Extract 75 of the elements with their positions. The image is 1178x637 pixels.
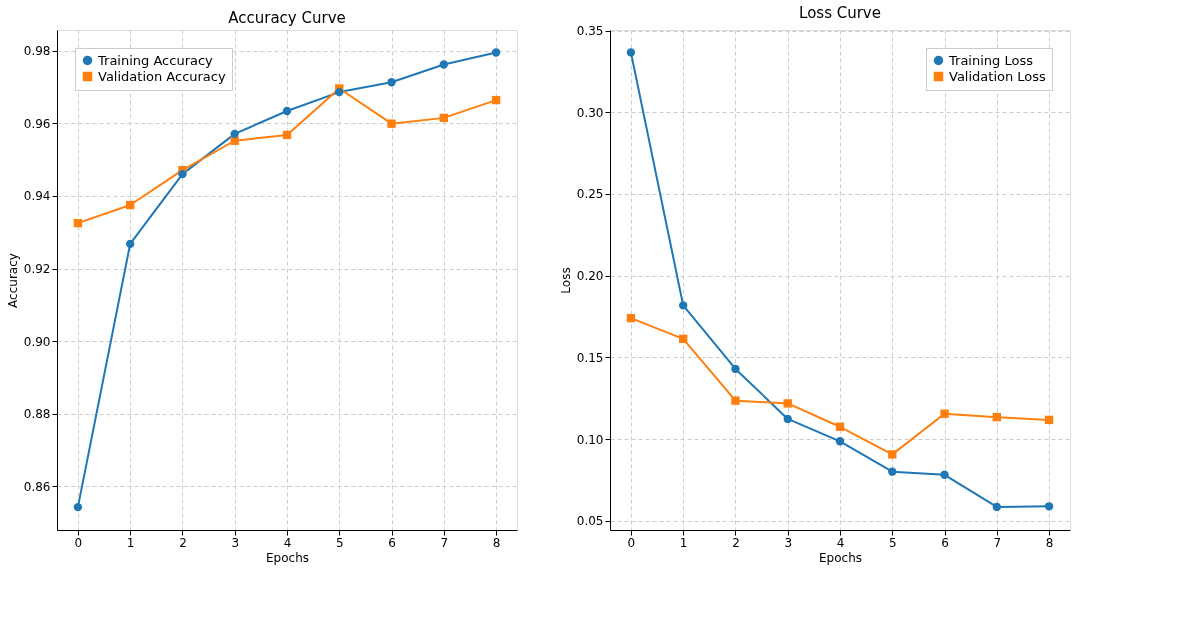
- y-tick-label: 0.90: [23, 334, 51, 349]
- y-tick-label: 0.35: [576, 24, 604, 39]
- y-axis-title: Loss: [558, 267, 573, 294]
- point: [679, 334, 688, 344]
- point: [439, 60, 448, 69]
- point: [282, 106, 292, 116]
- x-tick-label: 5: [888, 535, 897, 550]
- point: [888, 467, 897, 476]
- legend-label: Training Accuracy: [97, 52, 214, 68]
- point: [1044, 502, 1054, 511]
- point: [940, 470, 949, 479]
- point: [335, 87, 344, 97]
- x-tick-label: 3: [784, 535, 793, 550]
- point: [992, 502, 1001, 512]
- point: [230, 129, 239, 139]
- y-tick-label: 0.05: [576, 514, 604, 529]
- point: [888, 450, 897, 459]
- x-tick-label: 7: [440, 535, 449, 550]
- x-axis-title: Epochs: [819, 550, 862, 565]
- point: [626, 313, 636, 323]
- x-tick-label: 0: [74, 535, 83, 550]
- legend-label: Training Loss: [948, 52, 1034, 68]
- x-tick-label: 1: [679, 535, 688, 550]
- point: [387, 78, 396, 87]
- point: [178, 169, 187, 179]
- x-tick-label: 4: [836, 535, 845, 550]
- point: [1044, 415, 1054, 425]
- x-tick-label: 6: [941, 535, 949, 550]
- x-tick-label: 2: [179, 535, 187, 550]
- x-tick-label: 0: [627, 535, 636, 550]
- y-axis-title: Accuracy: [5, 253, 20, 308]
- point: [679, 301, 688, 310]
- point: [783, 399, 792, 408]
- x-tick-label: 8: [1045, 535, 1054, 550]
- y-tick-label: 0.92: [23, 262, 51, 277]
- point: [387, 119, 396, 128]
- y-tick-label: 0.88: [23, 407, 51, 422]
- chart-title: Loss Curve: [799, 3, 881, 22]
- y-tick-label: 0.15: [576, 350, 604, 365]
- x-tick-label: 3: [231, 535, 240, 550]
- chart-title: Accuracy Curve: [228, 9, 346, 27]
- point: [126, 239, 135, 249]
- point: [491, 48, 501, 57]
- y-tick-label: 0.30: [576, 105, 604, 120]
- point: [835, 422, 845, 431]
- point: [626, 48, 636, 57]
- y-tick-label: 0.96: [23, 116, 51, 131]
- x-tick-label: 5: [335, 535, 344, 550]
- point: [73, 502, 83, 512]
- point: [282, 130, 292, 140]
- legend-label: Validation Accuracy: [98, 68, 226, 84]
- x-tick-label: 7: [993, 535, 1002, 550]
- point: [992, 412, 1001, 422]
- point: [126, 200, 135, 210]
- y-tick-label: 0.10: [576, 432, 604, 447]
- y-tick-label: 0.25: [576, 187, 604, 202]
- point: [491, 95, 501, 105]
- y-tick-label: 0.20: [576, 269, 604, 284]
- point: [731, 396, 740, 405]
- x-tick-label: 4: [283, 535, 292, 550]
- point: [783, 414, 792, 424]
- legend-label: Validation Loss: [949, 68, 1047, 84]
- x-tick-label: 1: [126, 535, 135, 550]
- point: [940, 409, 949, 418]
- y-tick-label: 0.86: [23, 479, 51, 494]
- x-tick-label: 6: [388, 535, 396, 550]
- point: [731, 364, 740, 374]
- point: [835, 437, 845, 446]
- point: [73, 218, 83, 228]
- x-tick-label: 8: [492, 535, 501, 550]
- point: [439, 113, 448, 123]
- y-tick-label: 0.98: [23, 44, 51, 59]
- y-tick-label: 0.94: [23, 189, 51, 204]
- x-tick-label: 2: [732, 535, 740, 550]
- x-axis-title: Epochs: [266, 550, 309, 565]
